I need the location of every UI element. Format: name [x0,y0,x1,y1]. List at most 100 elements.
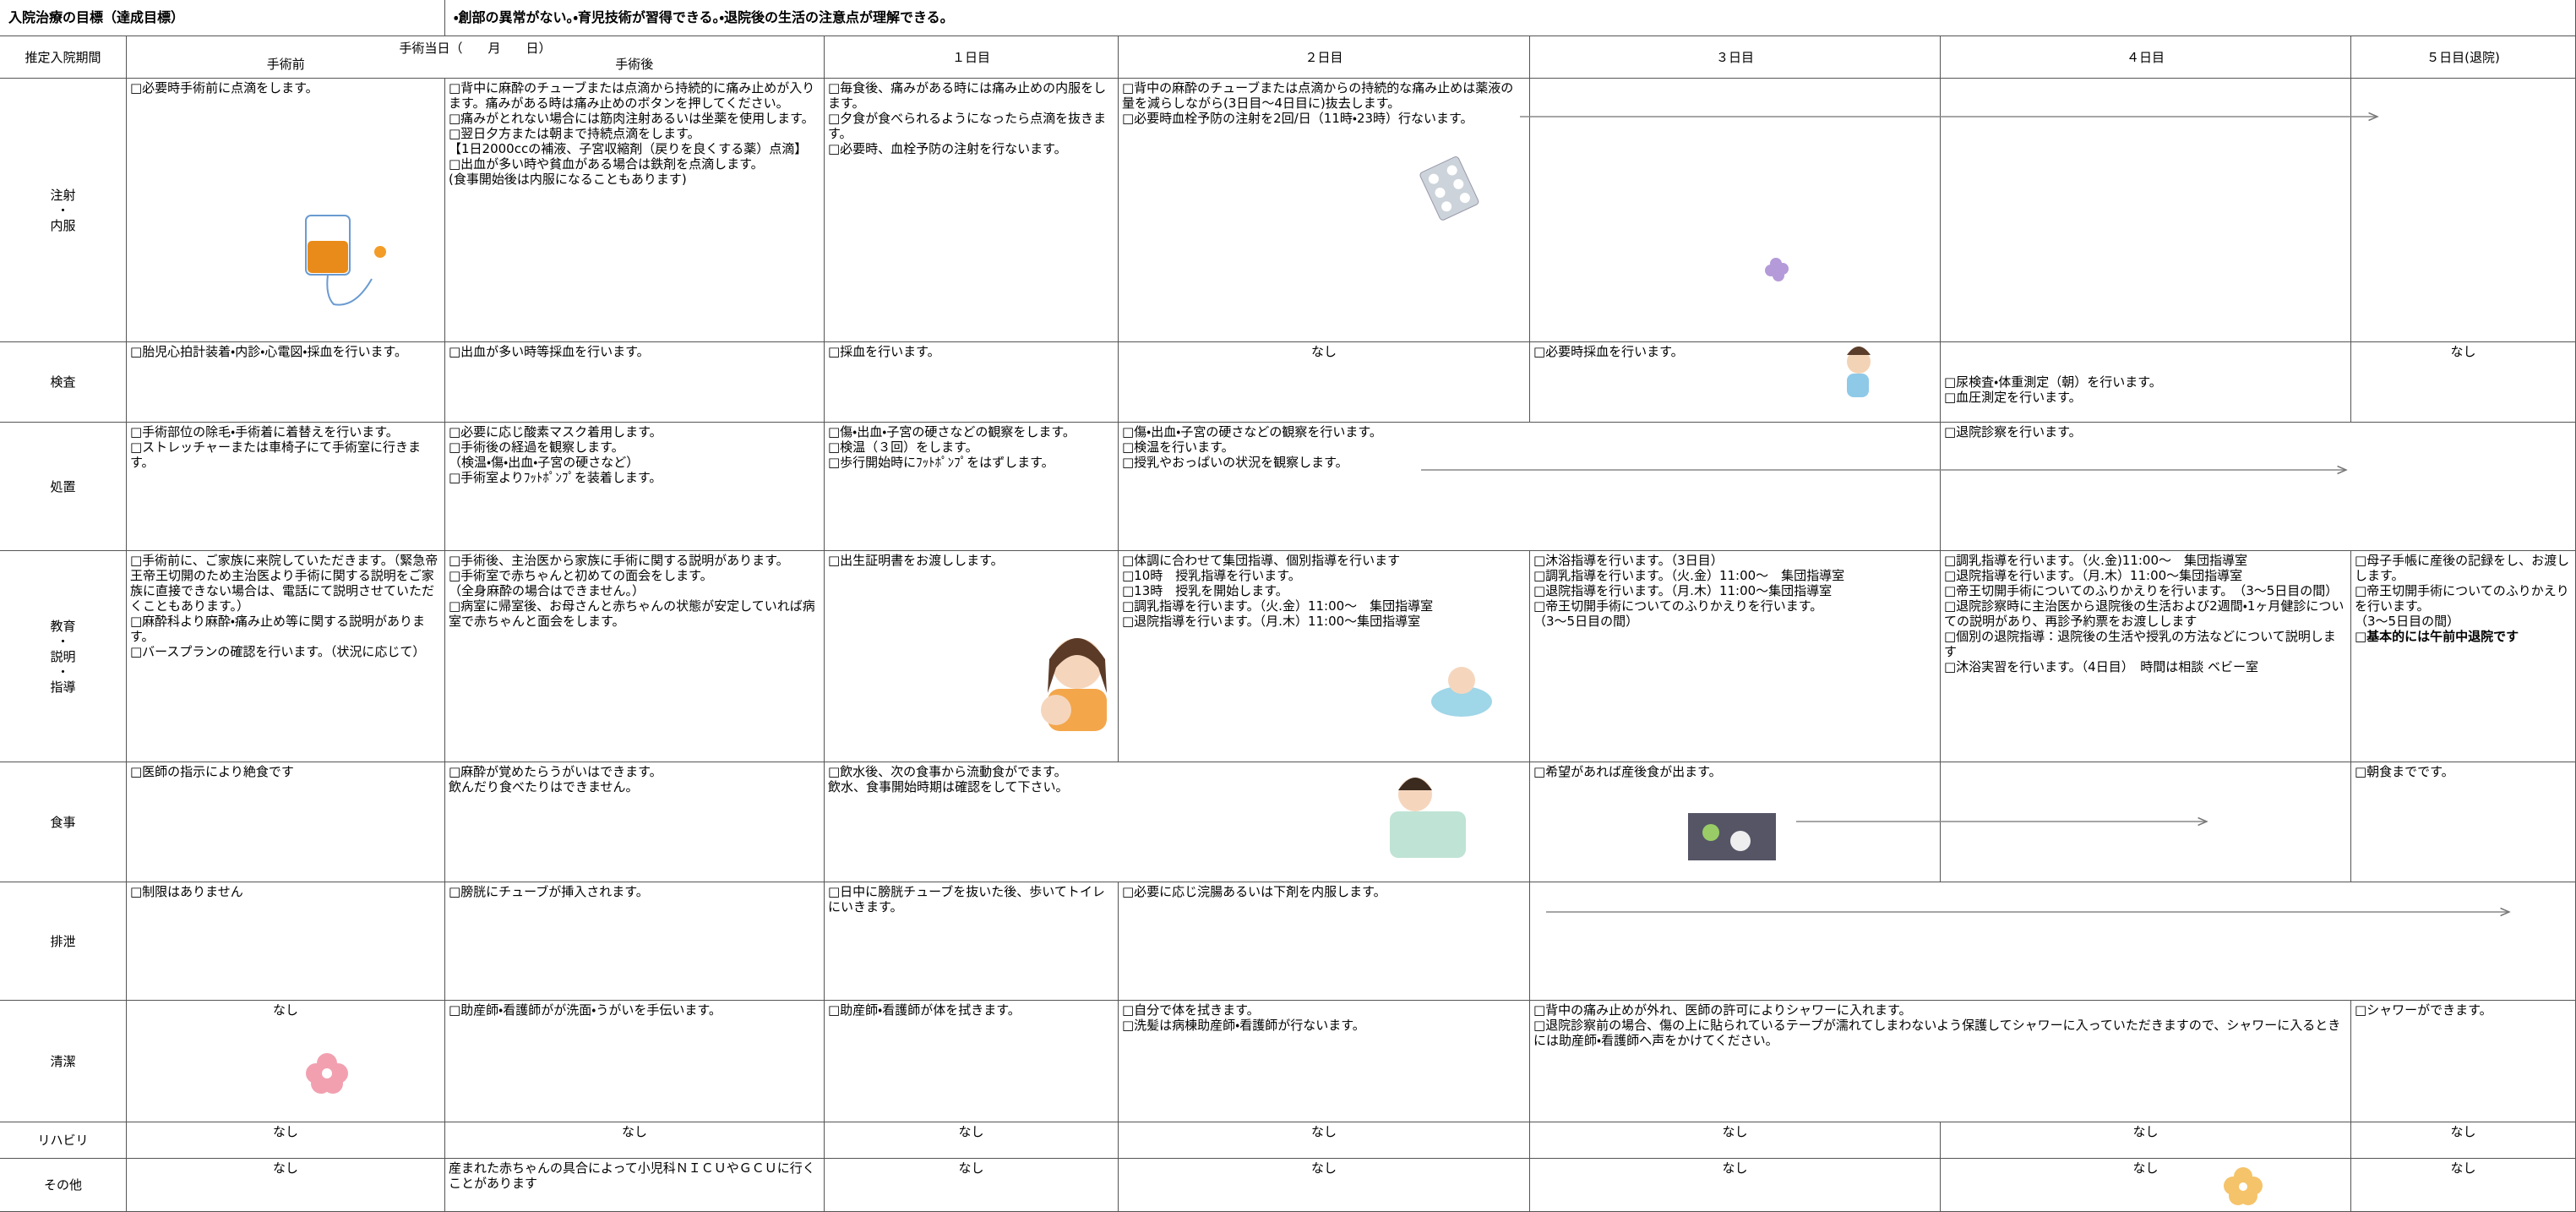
cell-line: □調乳指導を行います。（火.金）11:00～ 集団指導室 [1533,568,1845,583]
cell-text: □医師の指示により絶食です [127,762,445,882]
surgery-day-header: 手術当日（ 月 日） 手術前 手術後 [127,36,825,79]
cell-text: なし [825,1122,1119,1159]
row-label-line: 食事 [50,814,76,830]
cell-line: □手術室で赤ちゃんと初めての面会をします。 [449,568,713,583]
cell-line: □希望があれば産後食が出ます。 [1533,764,1722,779]
cell-text: □沐浴指導を行います。（3日目） □調乳指導を行います。（火.金）11:00～ 集… [1530,551,1941,762]
cell-line: 飲水、食事開始時期は確認をして下さい。 [828,779,1069,794]
row-label: 清潔 [0,1001,127,1122]
row-label: その他 [0,1159,127,1212]
cell-line: □母子手帳に産後の記録をし、お渡しします。 [2355,553,2570,583]
cell-line: □ストレッチャーまたは車椅子にて手術室に行きます。 [130,439,422,470]
row-label-line: 内服 [50,217,76,233]
row-label-line: 排泄 [50,933,76,949]
cell-line: □検温を行います。 [1122,439,1234,455]
cell-text: なし [2351,342,2576,423]
cell-line: □毎食後、痛みがある時には痛み止めの内服をします。 [828,80,1107,111]
cell-line: なし [272,1002,298,1018]
cell-text: なし [1119,342,1530,423]
cell-line: なし [2450,344,2476,359]
cell-line: □基本的には午前中退院です [2355,629,2519,644]
cell-line: □検温（３回）をします。 [828,439,978,455]
cell-line: □病室に帰室後、お母さんと赤ちゃんの状態が安定していれば病室で赤ちゃんと面会をし… [449,598,815,629]
cell-text: □手術後、主治医から家族に手術に関する説明があります。 □手術室で赤ちゃんと初めて… [445,551,825,762]
cell-line: □手術室よりﾌｯﾄﾎﾟﾝﾌﾟを装着します。 [449,470,662,485]
cell-line: □麻酔が覚めたらうがいはできます。 [449,764,662,779]
cell-line: □傷・出血・子宮の硬さなどの観察をします。 [828,424,1076,439]
cell-line: （3～5日目の間） [1533,614,1639,629]
cell-line: □血圧測定を行います。 [1944,390,2082,405]
cell-text: □シャワーができます。 [2351,1001,2576,1122]
cell-line: □帝王切開手術についてのふりかえりを行います。 [2355,583,2569,614]
cell-line: なし [2450,1124,2476,1139]
cell-text: □助産師・看護師がが洗面・うがいを手伝います。 [445,1001,825,1122]
cell-line: □必要時手術前に点滴をします。 [130,80,319,96]
cell-text: なし [127,1001,445,1122]
row-label-line: 指導 [50,679,76,695]
row-label: 食事 [0,762,127,882]
cell-line: □帝王切開手術についてのふりかえりを行います。 [1533,598,1823,614]
cell-line: □調乳指導を行います。（火.金）11:00～ 集団指導室 [1122,598,1434,614]
cell-line: □傷・出血・子宮の硬さなどの観察を行います。 [1122,424,1382,439]
cell-text: □膀胱にチューブが挿入されます。 [445,882,825,1001]
cell-line: □バースプランの確認を行います。（状況に応じて） [130,644,426,659]
cell-text: □出生証明書をお渡しします。 [825,551,1119,762]
cell-line: □必要に応じ浣腸あるいは下剤を内服します。 [1122,884,1386,899]
cell-line: なし [958,1124,984,1139]
cell-line: □助産師・看護師が体を拭きます。 [828,1002,1021,1018]
row-label: 教育・説明・指導 [0,551,127,762]
goal-text: ・創部の異常がない。・育児技術が習得できる。・退院後の生活の注意点が理解できる。 [445,0,2576,36]
cell-line: なし [1722,1124,1748,1139]
cell-text: 産まれた赤ちゃんの具合によって小児科ＮＩＣＵやＧＣＵに行くことがあります [445,1159,825,1212]
cell-line: □13時 授乳を開始します。 [1122,583,1288,598]
cell-line: □採血を行います。 [828,344,940,359]
cell-line: □夕食が食べられるようになったら点滴を抜きます。 [828,111,1107,141]
cell-line: □退院指導を行います。（月.木）11:00～集団指導室 [1944,568,2243,583]
cell-line: □胎児心拍計装着・内診・心電図・採血を行います。 [130,344,407,359]
cell-text: □出血が多い時等採血を行います。 [445,342,825,423]
cell-line: なし [1722,1160,1748,1176]
cell-line: なし [2132,1160,2159,1176]
cell-line: □手術後、主治医から家族に手術に関する説明があります。 [449,553,789,568]
row-label-line: 検査 [50,374,76,390]
cell-text: □必要に応じ酸素マスク着用します。 □手術後の経過を観察します。 （検温・傷・出血・… [445,423,825,551]
cell-line: □退院診察時に主治医から退院後の生活および2週間・1ヶ月健診についての説明があり… [1944,598,2345,629]
cell-line: (食事開始後は内服になることもあります) [449,172,687,187]
cell-line: なし [2450,1160,2476,1176]
cell-text: □自分で体を拭きます。 □洗髪は病棟助産師・看護師が行ないます。 [1119,1001,1530,1122]
cell-line: □帝王切開手術についてのふりかえりを行います。 （3～5日目の間） [1944,583,2339,598]
row-label-line: ・ [56,663,69,680]
cell-line: なし [2132,1124,2159,1139]
cell-text: □傷・出血・子宮の硬さなどの観察を行います。 □検温を行います。 □授乳やおっぱいの… [1119,423,1941,551]
row-label-line: 説明 [50,648,76,664]
cell-line: □医師の指示により絶食です [130,764,294,779]
cell-text: □傷・出血・子宮の硬さなどの観察をします。 □検温（３回）をします。 □歩行開始時に… [825,423,1119,551]
cell-text: □助産師・看護師が体を拭きます。 [825,1001,1119,1122]
cell-text: □手術前に、ご家族に来院していただきます。（緊急帝王帝王切開のため主治医より手術… [127,551,445,762]
cell-line: □退院診察を行います。 [1944,424,2082,439]
cell-line: なし [1310,1160,1337,1176]
cell-line: □必要時、血栓予防の注射を行ないます。 [828,141,1067,156]
cell-line: □朝食までです。 [2355,764,2454,779]
empty-cell [1941,79,2351,342]
cell-text: □体調に合わせて集団指導、個別指導を行います □10時 授乳指導を行います。 □13… [1119,551,1530,762]
surgery-split: 手術前 手術後 [127,57,824,72]
cell-line: □膀胱にチューブが挿入されます。 [449,884,649,899]
cell-line: （全身麻酔の場合はできません。） [449,583,645,598]
cell-line: □授乳やおっぱいの状況を観察します。 [1122,455,1348,470]
cell-text: □飲水後、次の食事から流動食がでます。 飲水、食事開始時期は確認をして下さい。 [825,762,1530,882]
cell-line: □退院指導を行います。（月.木）11:00～集団指導室 [1533,583,1833,598]
cell-text: □毎食後、痛みがある時には痛み止めの内服をします。 □夕食が食べられるようになった… [825,79,1119,342]
row-label: 検査 [0,342,127,423]
cell-text: なし [1530,1122,1941,1159]
cell-text: □調乳指導を行います。（火.金)11:00～ 集団指導室 □退院指導を行います。（… [1941,551,2351,762]
pre-header: 手術前 [266,57,305,72]
cell-line: 【1日2000ccの補液、子宮収縮剤（戻りを良くする薬）点滴】 [449,141,808,156]
cell-text: □希望があれば産後食が出ます。 [1530,762,1941,882]
cell-line: □沐浴指導を行います。（3日目） [1533,553,1724,568]
cell-text: なし [1941,1122,2351,1159]
cell-text: □背中の痛み止めが外れ、医師の許可によりシャワーに入れます。 □退院診察前の場合、… [1530,1001,2351,1122]
